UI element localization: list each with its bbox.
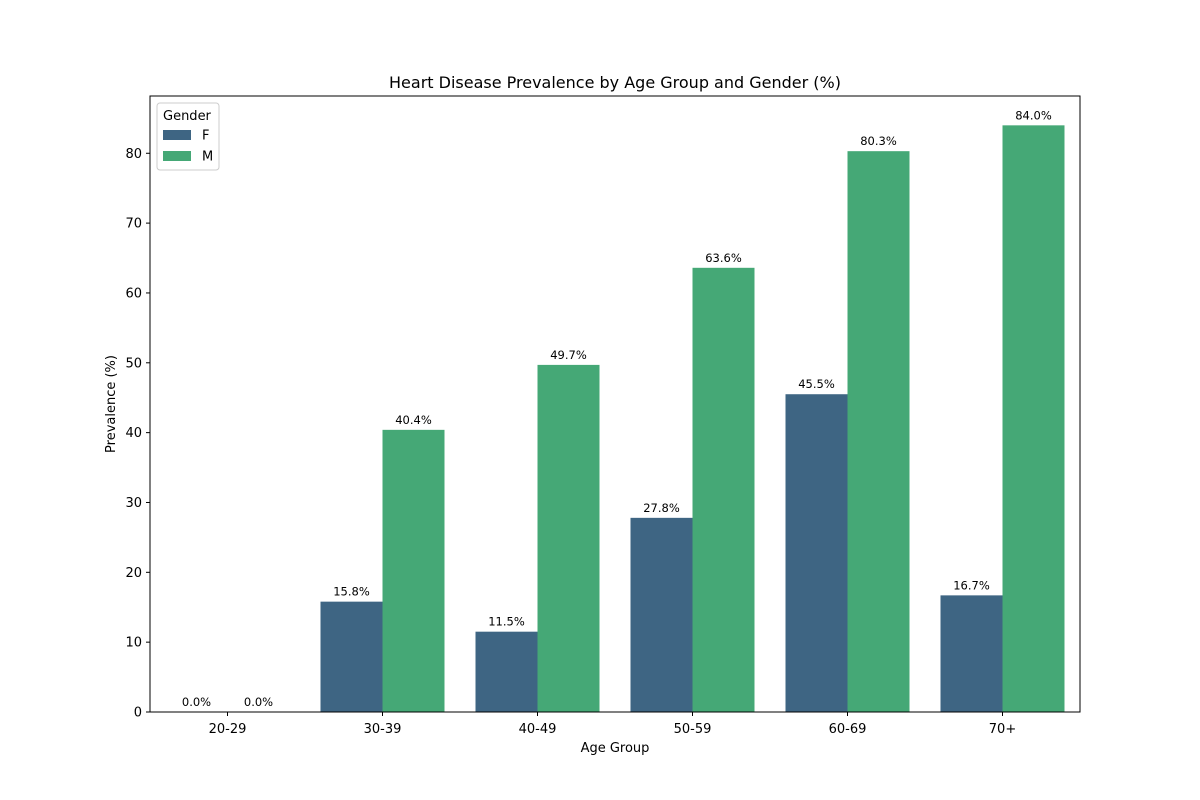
y-tick-label: 60 — [125, 286, 142, 301]
y-tick-label: 30 — [125, 496, 142, 511]
x-tick-label: 20-29 — [209, 722, 247, 737]
data-label: 49.7% — [550, 348, 587, 362]
x-tick-label: 30-39 — [364, 722, 402, 737]
data-label: 80.3% — [860, 134, 897, 148]
data-label: 11.5% — [488, 615, 525, 629]
data-label: 84.0% — [1015, 108, 1052, 122]
legend-label-M: M — [202, 150, 213, 165]
x-tick-label: 60-69 — [829, 722, 867, 737]
x-tick-label: 40-49 — [519, 722, 557, 737]
data-label-group: 0.0% 15.8% 11.5% 27.8% 45.5% 16.7% 0.0% 40.4% 49… — [182, 108, 1052, 709]
y-tick-label: 40 — [125, 426, 142, 441]
y-axis-label: Prevalence (%) — [104, 355, 119, 453]
legend-label-F: F — [202, 129, 209, 144]
bar-group — [320, 125, 1065, 713]
legend-swatch-M — [163, 151, 191, 161]
y-tick-label: 20 — [125, 566, 142, 581]
x-tick-label: 70+ — [989, 722, 1016, 737]
chart-title: Heart Disease Prevalence by Age Group an… — [389, 73, 841, 92]
bar-F-60-69 — [785, 394, 848, 712]
legend: Gender FM — [156, 102, 220, 171]
x-axis: 20-29 30-39 40-49 50-59 60-69 70+ — [209, 712, 1016, 737]
legend-swatch-F — [163, 130, 191, 140]
bar-F-50-59 — [630, 517, 693, 712]
bar-M-30-39 — [382, 429, 445, 712]
data-label: 40.4% — [395, 413, 432, 427]
bar-F-30-39 — [320, 601, 383, 712]
y-axis: 0 10 20 30 40 50 60 70 80 — [125, 147, 150, 721]
y-tick-label: 70 — [125, 217, 142, 232]
bar-M-50-59 — [692, 267, 755, 712]
data-label: 45.5% — [798, 377, 835, 391]
x-tick-label: 50-59 — [674, 722, 712, 737]
data-label: 16.7% — [953, 578, 990, 592]
y-tick-label: 0 — [134, 706, 142, 721]
bar-F-70+ — [940, 595, 1003, 712]
bar-M-40-49 — [537, 364, 600, 712]
plot-frame — [149, 95, 1081, 713]
bar-M-60-69 — [847, 151, 910, 712]
data-label: 0.0% — [182, 695, 211, 709]
x-axis-label: Age Group — [581, 741, 650, 756]
y-tick-label: 50 — [125, 356, 142, 371]
data-label: 27.8% — [643, 501, 680, 515]
data-label: 0.0% — [244, 695, 273, 709]
y-tick-label: 10 — [125, 636, 142, 651]
data-label: 63.6% — [705, 251, 742, 265]
bar-M-70+ — [1002, 125, 1065, 713]
bar-F-40-49 — [475, 631, 538, 712]
y-tick-label: 80 — [125, 147, 142, 162]
legend-title: Gender — [163, 109, 212, 124]
data-label: 15.8% — [333, 585, 370, 599]
